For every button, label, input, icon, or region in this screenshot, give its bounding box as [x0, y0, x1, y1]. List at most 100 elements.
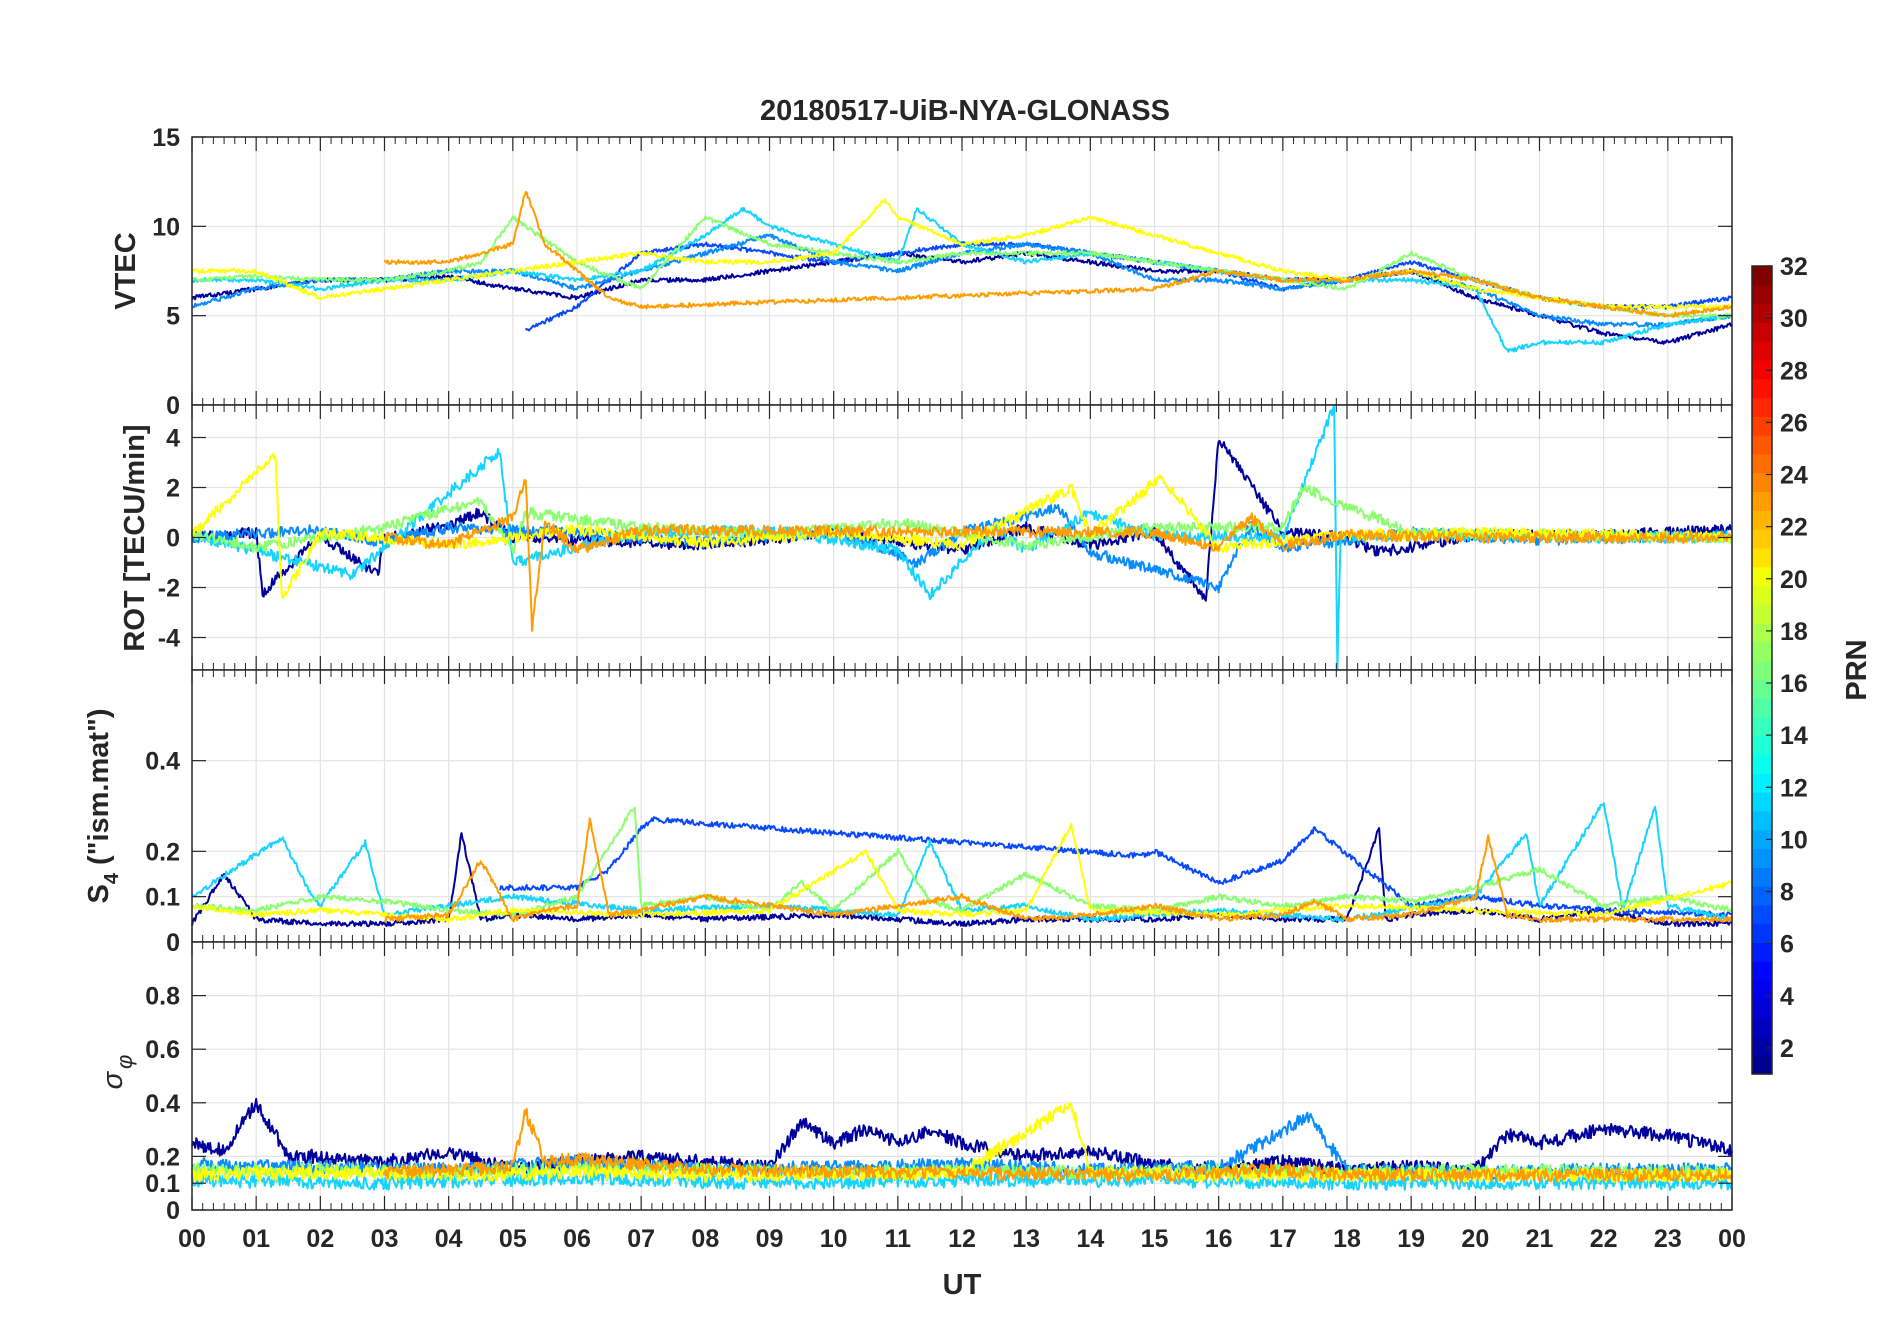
- vtec-y-tick-labels: 0 5 10 15: [152, 124, 180, 420]
- s4-series: [191, 802, 1733, 928]
- x-tick-label: 05: [499, 1225, 527, 1253]
- sigma-phi-y-tick-label: 0: [166, 1197, 180, 1225]
- colorbar-label: PRN: [1841, 639, 1873, 700]
- colorbar-segment: [1752, 585, 1772, 605]
- colorbar-tick-label: 10: [1780, 826, 1808, 854]
- colorbar-segment: [1752, 735, 1772, 756]
- colorbar-segment: [1752, 773, 1772, 793]
- phi-subscript: φ: [112, 1055, 137, 1069]
- sigma-phi-series-prn-12: [191, 1170, 1733, 1191]
- vtec-y-tick-label: 10: [152, 213, 180, 241]
- s4-series-prn-19: [191, 822, 1733, 923]
- colorbar-segment: [1752, 303, 1772, 323]
- colorbar-tick-label: 24: [1780, 462, 1808, 490]
- sigma-phi-series-prn-23: [383, 1107, 1733, 1183]
- rot-ticks: [191, 405, 1733, 670]
- colorbar-tick-label: 8: [1780, 879, 1794, 907]
- vtec-y-axis-label: VTEC: [110, 232, 142, 309]
- x-tick-label: 21: [1526, 1225, 1554, 1253]
- colorbar-segment: [1752, 604, 1772, 624]
- colorbar-fill: [1752, 266, 1772, 1075]
- chart-title: 20180517-UiB-NYA-GLONASS: [760, 95, 1170, 127]
- x-tick-label: 09: [756, 1225, 784, 1253]
- x-tick-label: 11: [885, 1225, 912, 1253]
- vtec-series-prn-19: [191, 198, 1733, 310]
- sigma-phi-y-tick-label: 0.4: [145, 1090, 180, 1118]
- s4-y-tick-label: 0.4: [145, 748, 180, 776]
- rot-y-axis-label: ROT [TECU/min]: [119, 424, 151, 651]
- colorbar-segment: [1752, 961, 1772, 981]
- colorbar-tick-label: 12: [1780, 774, 1808, 802]
- colorbar-tick-label: 14: [1780, 722, 1808, 750]
- vtec-y-tick-label: 5: [166, 303, 180, 331]
- x-tick-label: 00: [178, 1225, 206, 1253]
- x-tick-label: 08: [691, 1225, 719, 1253]
- colorbar-tick-label: 22: [1780, 514, 1808, 542]
- s4-y-tick-label: 0: [166, 929, 180, 957]
- colorbar-tick-label: 26: [1780, 409, 1808, 437]
- s4-ticks: [191, 670, 1733, 943]
- vtec-series-prn-23: [383, 191, 1733, 318]
- colorbar-segment: [1752, 660, 1772, 680]
- x-tick-label: 16: [1205, 1225, 1233, 1253]
- rot-series-prn-12: [191, 404, 1733, 670]
- sigma-phi-y-axis-label: σφ: [97, 1055, 137, 1090]
- colorbar-segment: [1752, 754, 1772, 774]
- colorbar-segment: [1752, 641, 1772, 662]
- colorbar-segment: [1752, 716, 1772, 737]
- s4-y-tick-labels: 0 0.1 0.2 0.4: [145, 748, 180, 957]
- colorbar-segment: [1752, 453, 1772, 474]
- s4-series-prn-23: [383, 817, 1733, 923]
- colorbar-segment: [1752, 792, 1772, 812]
- colorbar-segment: [1752, 867, 1772, 887]
- colorbar-segment: [1752, 1017, 1772, 1038]
- rot-y-tick-label: 0: [166, 525, 180, 553]
- colorbar-frame: [1751, 265, 1773, 1075]
- sigma-phi-y-tick-label: 0.2: [145, 1143, 180, 1171]
- colorbar-segment: [1752, 980, 1772, 1000]
- rot-grid: [192, 405, 1732, 670]
- rot-y-tick-label: 4: [166, 425, 180, 453]
- x-tick-labels: 00 01 02 03 04 05 06 07 08 09 10 11 12 13 14 15 16 17 18 19…: [178, 1225, 1746, 1253]
- colorbar-segment: [1752, 416, 1772, 436]
- colorbar-tick-label: 4: [1780, 983, 1794, 1011]
- x-tick-label: 17: [1269, 1225, 1297, 1253]
- vtec-y-tick-label: 0: [166, 392, 180, 420]
- colorbar-tick-label: 16: [1780, 670, 1808, 698]
- sigma-phi-y-tick-label: 0.6: [145, 1036, 180, 1064]
- colorbar-tick-label: 28: [1780, 357, 1808, 385]
- colorbar-segment: [1752, 341, 1772, 361]
- colorbar-tick-label: 30: [1780, 305, 1808, 333]
- x-tick-label: 02: [306, 1225, 334, 1253]
- x-tick-label: 00: [1718, 1225, 1746, 1253]
- x-tick-label: 06: [563, 1225, 591, 1253]
- sigma-symbol: σ: [97, 1070, 129, 1089]
- sigma-phi-ticks: [191, 942, 1733, 1211]
- sigma-phi-y-tick-labels: 00.10.2 0.4 0.6 0.8: [145, 983, 180, 1225]
- s4-y-tick-label: 0.2: [145, 838, 180, 866]
- x-tick-label: 07: [627, 1225, 655, 1253]
- vtec-panel: 0 5 10 15 VTEC: [110, 124, 1733, 420]
- colorbar-segment: [1752, 472, 1772, 493]
- colorbar-tick-label: 20: [1780, 566, 1808, 594]
- colorbar-tick-label: 2: [1780, 1035, 1794, 1063]
- colorbar-segment: [1752, 1036, 1772, 1056]
- x-tick-label: 03: [371, 1225, 399, 1253]
- vtec-series-prn-2: [191, 250, 1733, 345]
- colorbar-segment: [1752, 886, 1772, 906]
- x-tick-label: 22: [1590, 1225, 1618, 1253]
- colorbar-segment: [1752, 284, 1772, 305]
- colorbar-segment: [1752, 623, 1772, 643]
- vtec-ticks: [191, 136, 1733, 406]
- x-tick-label: 15: [1141, 1225, 1169, 1253]
- vtec-series: [191, 191, 1733, 353]
- x-tick-label: 20: [1461, 1225, 1489, 1253]
- colorbar-segment: [1752, 397, 1772, 417]
- rot-series-prn-23: [383, 479, 1733, 632]
- colorbar-segment: [1752, 904, 1772, 925]
- colorbar-segment: [1752, 359, 1772, 380]
- s4-y-tick-label: 0.1: [145, 884, 180, 912]
- colorbar-segment: [1752, 679, 1772, 699]
- colorbar-segment: [1752, 923, 1772, 944]
